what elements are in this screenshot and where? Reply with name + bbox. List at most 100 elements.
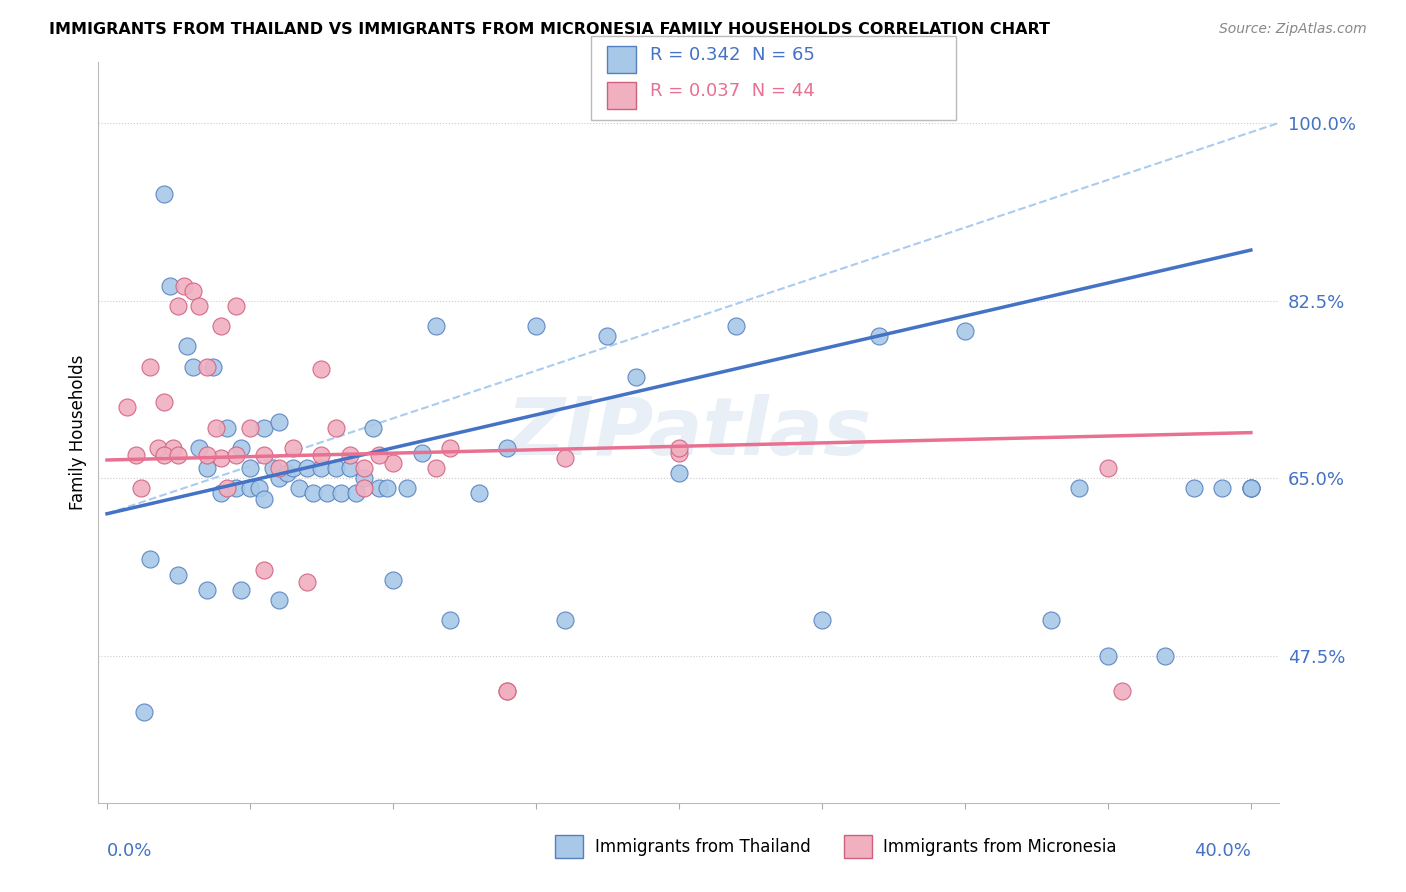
Point bbox=[124, 448, 146, 462]
Point bbox=[162, 441, 184, 455]
Point bbox=[1039, 613, 1062, 627]
Point bbox=[153, 448, 176, 462]
Point bbox=[239, 461, 262, 475]
Point bbox=[1240, 482, 1263, 496]
Point bbox=[239, 482, 262, 496]
Point bbox=[425, 461, 447, 475]
Point bbox=[361, 420, 384, 434]
Point bbox=[668, 446, 690, 460]
Point bbox=[195, 582, 218, 597]
Point bbox=[725, 319, 748, 334]
Y-axis label: Family Households: Family Households bbox=[69, 355, 87, 510]
Point bbox=[267, 593, 290, 607]
Point bbox=[276, 466, 298, 480]
Point bbox=[295, 461, 318, 475]
Point bbox=[425, 319, 447, 334]
Point bbox=[167, 299, 190, 313]
Point bbox=[153, 395, 176, 409]
Point bbox=[209, 450, 232, 465]
Point bbox=[381, 456, 404, 470]
Point bbox=[496, 441, 519, 455]
Point bbox=[225, 299, 247, 313]
Point bbox=[139, 552, 162, 566]
Point bbox=[195, 448, 218, 462]
Point bbox=[201, 359, 224, 374]
Point bbox=[217, 482, 239, 496]
Point bbox=[187, 441, 209, 455]
Point bbox=[195, 359, 218, 374]
Point bbox=[496, 684, 519, 698]
Point bbox=[253, 448, 276, 462]
Point bbox=[176, 339, 198, 353]
Point bbox=[195, 461, 218, 475]
Point bbox=[209, 319, 232, 334]
Text: Immigrants from Micronesia: Immigrants from Micronesia bbox=[883, 838, 1116, 855]
Point bbox=[353, 461, 375, 475]
Point bbox=[367, 482, 389, 496]
Point bbox=[231, 441, 253, 455]
Point bbox=[253, 562, 276, 576]
Point bbox=[287, 482, 309, 496]
Point bbox=[325, 420, 347, 434]
Point bbox=[262, 461, 284, 475]
Point bbox=[1240, 482, 1263, 496]
Point bbox=[131, 482, 153, 496]
Point bbox=[325, 461, 347, 475]
Point bbox=[353, 482, 375, 496]
Point bbox=[668, 441, 690, 455]
Point bbox=[624, 369, 647, 384]
Point bbox=[187, 299, 209, 313]
Point bbox=[281, 441, 304, 455]
Point bbox=[253, 420, 276, 434]
Point bbox=[159, 278, 181, 293]
Text: 40.0%: 40.0% bbox=[1194, 842, 1251, 860]
Point bbox=[225, 482, 247, 496]
Point bbox=[239, 420, 262, 434]
Point bbox=[167, 448, 190, 462]
Point bbox=[253, 491, 276, 506]
Point bbox=[330, 486, 353, 500]
Point bbox=[247, 482, 270, 496]
Point bbox=[204, 420, 226, 434]
Point bbox=[381, 573, 404, 587]
Point bbox=[1111, 684, 1133, 698]
Point bbox=[167, 567, 190, 582]
Text: Source: ZipAtlas.com: Source: ZipAtlas.com bbox=[1219, 22, 1367, 37]
Point bbox=[554, 613, 576, 627]
Point bbox=[1069, 482, 1091, 496]
Point bbox=[367, 448, 389, 462]
Point bbox=[468, 486, 491, 500]
Point bbox=[173, 278, 195, 293]
Point bbox=[316, 486, 339, 500]
Point bbox=[344, 486, 367, 500]
Point bbox=[217, 420, 239, 434]
Point bbox=[524, 319, 547, 334]
Point bbox=[209, 486, 232, 500]
Point bbox=[1211, 482, 1233, 496]
Point bbox=[953, 324, 976, 338]
Point bbox=[1154, 648, 1177, 663]
Point bbox=[375, 482, 398, 496]
Point bbox=[181, 359, 204, 374]
Point bbox=[311, 361, 333, 376]
Point bbox=[302, 486, 325, 500]
Point bbox=[339, 461, 361, 475]
Point bbox=[225, 448, 247, 462]
Point bbox=[339, 448, 361, 462]
Text: Immigrants from Thailand: Immigrants from Thailand bbox=[595, 838, 810, 855]
Text: 0.0%: 0.0% bbox=[107, 842, 152, 860]
Point bbox=[267, 416, 290, 430]
Point bbox=[139, 359, 162, 374]
Point bbox=[148, 441, 170, 455]
Text: ZIPatlas: ZIPatlas bbox=[506, 393, 872, 472]
Point bbox=[181, 284, 204, 298]
Point bbox=[554, 450, 576, 465]
Point bbox=[311, 448, 333, 462]
Point bbox=[811, 613, 834, 627]
Text: IMMIGRANTS FROM THAILAND VS IMMIGRANTS FROM MICRONESIA FAMILY HOUSEHOLDS CORRELA: IMMIGRANTS FROM THAILAND VS IMMIGRANTS F… bbox=[49, 22, 1050, 37]
Point bbox=[353, 471, 375, 485]
Point bbox=[439, 441, 461, 455]
Point bbox=[153, 187, 176, 202]
Point bbox=[115, 401, 138, 415]
Text: R = 0.342  N = 65: R = 0.342 N = 65 bbox=[650, 46, 814, 64]
